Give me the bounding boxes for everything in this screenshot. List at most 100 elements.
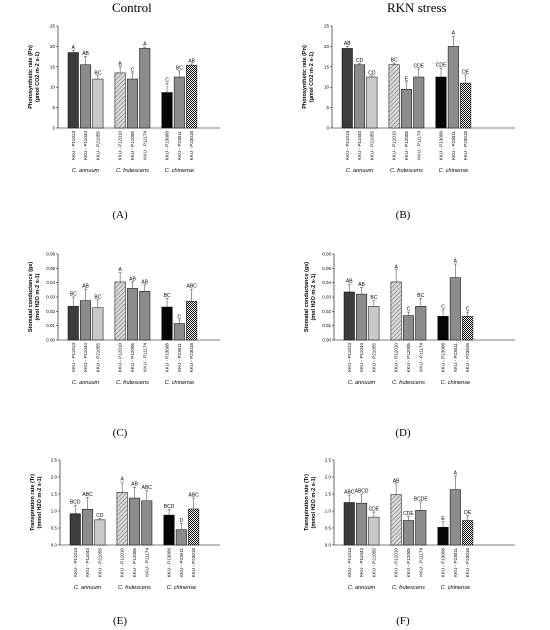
y-tick-label: 10 [50,85,56,90]
significance-letter: ABC [142,485,153,491]
significance-letter: BC [391,58,398,64]
y-tick-label: 0.5 [51,526,58,531]
x-category-label: KKU - P12005 [130,131,135,161]
y-tick-label: 0.5 [325,526,332,531]
bar [402,520,414,546]
significance-letter: C [165,78,169,84]
x-category-label: KKU - P11013 [345,131,350,160]
x-category-label: KKU - P23011 [179,548,184,577]
x-category-label: KKU - P13008 [167,548,172,578]
x-category-label: KKU - P12010 [394,548,399,578]
x-category-label: KKU - P12010 [394,343,399,373]
x-category-label: KKU - P11013 [71,343,76,372]
y-tick-label: 0.03 [322,295,331,300]
y-axis-title: Transpiration rate (Tr) [30,474,36,531]
y-axis-unit: (mmol H2O m-2 s-1) [37,476,43,528]
bar [141,500,153,546]
y-tick-label: 0.05 [46,266,55,271]
significance-letter: BC [417,293,424,299]
bar [356,293,368,341]
rkn-stress-column-title: RKN stress [387,0,447,15]
y-tick-label: 0.0 [325,543,332,548]
x-category-label: KKU - P23018 [191,548,196,578]
significance-letter: DE [464,510,472,516]
species-group-label: C. chinense [441,585,471,591]
significance-letter: C [407,307,411,313]
significance-letter: BC [164,293,171,299]
y-tick-label: 0.02 [46,309,55,314]
panel-f: 0.0 0.5 1.0 1.5 2.0 2.5 Transpiration rate (Tr… [304,458,515,627]
panel-label: (B) [396,209,411,221]
significance-letter: BC [94,294,101,300]
bar [343,291,355,341]
bar [173,76,185,129]
x-category-label: KKU - P13008 [441,548,446,578]
x-category-label: KKU - P11013 [347,343,352,372]
significance-letter: AB [141,279,148,285]
y-axis-unit: (mol H2O m-2 s-1) [311,273,317,320]
significance-letter: BCD [164,504,175,510]
x-category-label: KKU - P23018 [465,343,470,373]
x-category-label: KKU - P13008 [165,343,170,373]
significance-letter: CDE [436,63,447,69]
x-category-label: KKU - P11044 [85,548,90,577]
bar [437,527,449,546]
bar [413,76,425,129]
bar [368,516,380,546]
significance-letter: ABC [189,493,200,499]
bar [126,288,138,341]
x-category-label: KKU - P11044 [83,131,88,160]
x-category-label: KKU - P12005 [406,548,411,578]
bar [67,52,79,129]
y-tick-label: 0 [52,126,55,131]
y-tick-label: 0.04 [322,280,331,285]
panel-e: 0.0 0.5 1.0 1.5 2.0 2.5 Transpiration rate (Tr… [30,458,220,627]
bar [400,88,412,129]
bar [388,64,400,129]
bar [462,316,474,341]
significance-letter: A [452,31,456,37]
significance-letter: ABCD [355,489,369,495]
x-category-label: KKU - P12005 [406,343,411,373]
panel-label: (F) [396,615,410,627]
bar [390,281,402,341]
species-group-label: C. annuum [348,585,376,591]
bar [188,508,200,546]
significance-letter: CD [356,58,364,64]
x-category-label: KKU - P11013 [347,548,352,577]
bar [116,492,128,546]
x-category-label: KKU - P12010 [118,343,123,373]
y-tick-label: 0.00 [46,338,55,343]
significance-letter: C [466,307,470,313]
species-group-label: C. chinense [167,585,197,591]
species-group-label: C. frutescens [392,585,425,591]
bar [175,529,187,546]
species-group-label: C. chinense [165,380,195,386]
panel-c: 0.00 0.01 0.02 0.03 0.04 0.05 0.06 Stomatal con… [28,252,220,439]
y-tick-label: 20 [324,44,330,49]
y-axis-title: Photosynthetic rate (Pn) [28,45,34,109]
bar [366,76,378,129]
x-category-label: KKU - P23011 [451,131,456,160]
significance-letter: AB [358,282,365,288]
x-category-label: KKU - P12005 [404,131,409,161]
significance-letter: CD [368,70,376,76]
bar [161,306,173,341]
bar [128,497,140,546]
bar [415,510,427,546]
x-category-label: KKU - P21055 [371,343,376,373]
y-tick-label: 15 [324,64,330,69]
significance-letter: A [454,470,458,476]
significance-letter: AB [129,276,136,282]
bar [447,46,459,129]
bar [462,520,474,546]
x-category-label: KKU - P12005 [132,548,137,578]
species-group-label: C. frutescens [116,380,149,386]
significance-letter: A [72,45,76,51]
bar [92,307,104,341]
y-tick-label: 0.0 [51,543,58,548]
significance-letter: ABC [187,284,198,290]
significance-letter: DE [462,69,470,75]
significance-letter: A [454,259,458,265]
significance-letter: BC [370,295,377,301]
